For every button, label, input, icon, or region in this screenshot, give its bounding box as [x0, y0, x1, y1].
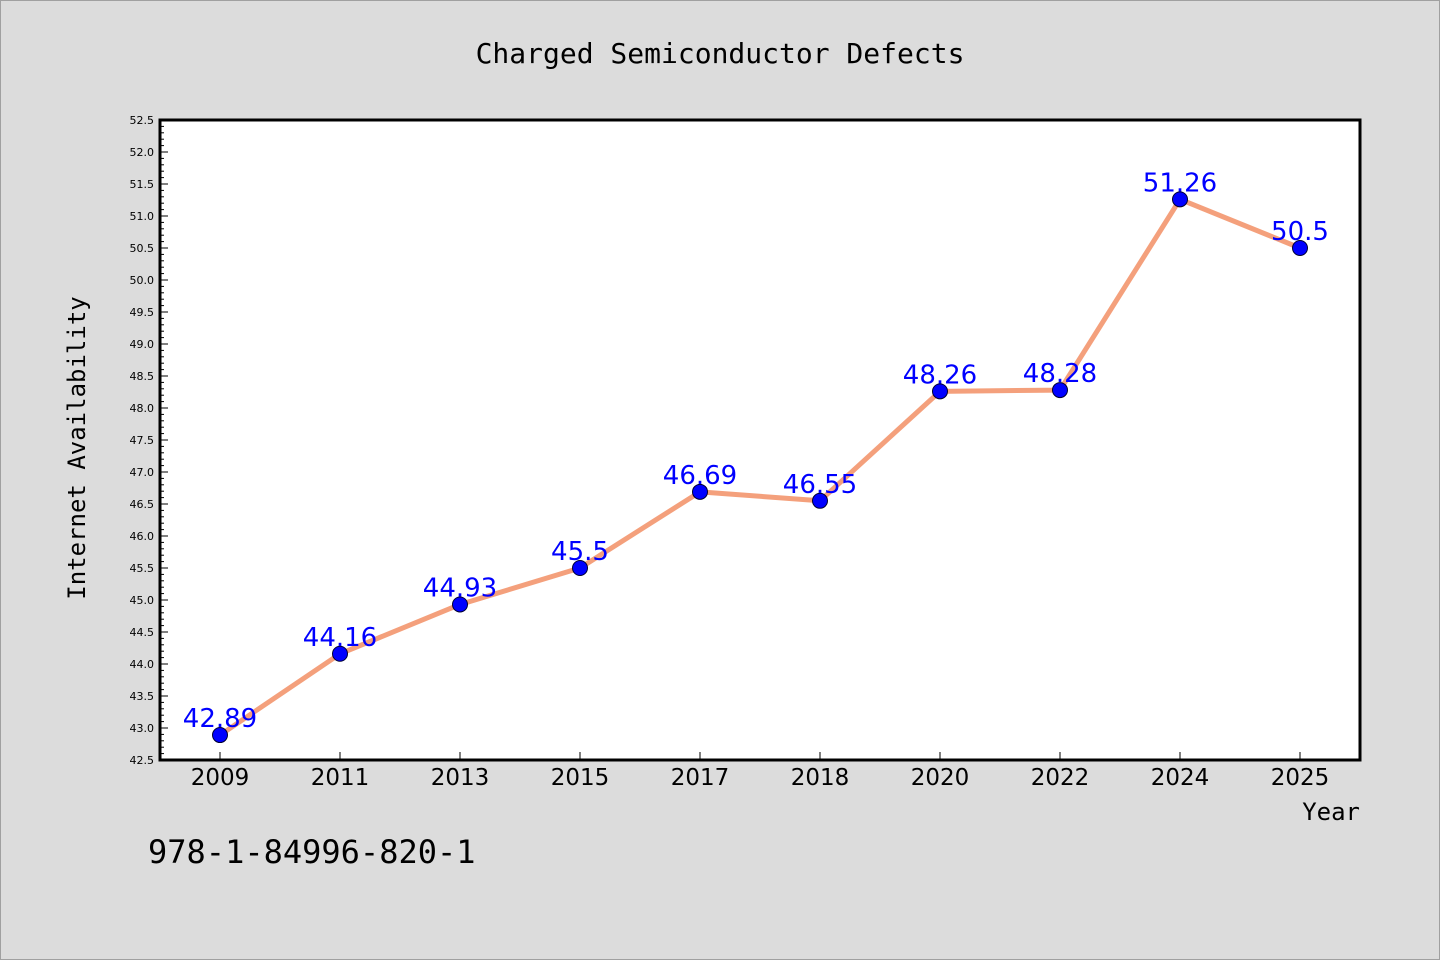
y-tick-label: 49.5 — [130, 306, 155, 319]
data-label: 48.26 — [903, 360, 977, 390]
y-tick-label: 50.5 — [130, 242, 155, 255]
x-tick-label: 2022 — [1031, 765, 1090, 791]
chart-title: Charged Semiconductor Defects — [476, 37, 965, 70]
x-tick-label: 2013 — [431, 765, 490, 791]
y-tick-label: 46.5 — [130, 498, 155, 511]
x-axis-label: Year — [1302, 798, 1360, 826]
y-tick-label: 44.5 — [130, 626, 155, 639]
isbn-note: 978-1-84996-820-1 — [148, 833, 476, 871]
x-tick-label: 2009 — [191, 765, 250, 791]
data-point — [812, 492, 828, 509]
x-tick-label: 2011 — [311, 765, 370, 791]
x-tick-label: 2024 — [1151, 765, 1210, 791]
series-line — [217, 196, 1303, 738]
data-label: 44.16 — [303, 623, 377, 653]
series-line-group — [217, 196, 1303, 738]
x-axis-ticks: 2009 2011 2013 2015 2017 2018 2020 2022 2024 2025 — [191, 752, 1330, 791]
y-tick-label: 45.0 — [130, 594, 155, 607]
x-tick-label: 2015 — [551, 765, 610, 791]
data-label: 45.5 — [551, 537, 609, 567]
data-markers — [212, 191, 1308, 744]
data-label: 46.55 — [783, 470, 857, 500]
data-labels: 42.89 44.16 44.93 45.5 46.69 46.55 48.26 48.28 5… — [183, 168, 1329, 734]
data-point — [452, 596, 468, 613]
y-tick-label: 50.0 — [130, 274, 155, 287]
y-tick-label: 51.0 — [130, 210, 155, 223]
y-tick-label: 44.0 — [130, 658, 155, 671]
y-tick-label: 49.0 — [130, 338, 155, 351]
y-tick-label: 45.5 — [130, 562, 155, 575]
x-tick-label: 2025 — [1271, 765, 1330, 791]
data-label: 44.93 — [423, 573, 497, 603]
plot-area — [160, 120, 1360, 760]
data-label: 51.26 — [1143, 168, 1217, 198]
data-point — [572, 560, 588, 576]
y-axis-ticks: 42.5 43.0 43.5 44.0 44.5 45.0 45.5 46.0 46.5 47.0… — [130, 114, 168, 767]
x-tick-label: 2018 — [791, 765, 850, 791]
y-tick-label: 42.5 — [130, 754, 155, 767]
plot-border — [158, 118, 1362, 762]
x-tick-label: 2020 — [911, 765, 970, 791]
data-point — [1052, 382, 1068, 399]
y-tick-label: 46.0 — [130, 530, 155, 543]
data-label: 50.5 — [1271, 217, 1329, 247]
y-tick-label: 47.5 — [130, 434, 155, 447]
y-tick-label: 43.5 — [130, 690, 155, 703]
data-label: 48.28 — [1023, 359, 1097, 389]
y-tick-label: 47.0 — [130, 466, 155, 479]
data-point — [212, 727, 228, 744]
data-point — [692, 483, 708, 500]
y-tick-label: 48.5 — [130, 370, 155, 383]
y-tick-label: 48.0 — [130, 402, 155, 415]
y-tick-label: 52.5 — [130, 114, 155, 127]
data-point — [332, 645, 348, 662]
data-point — [1172, 191, 1188, 208]
data-point — [932, 383, 948, 400]
data-point — [1292, 240, 1308, 256]
data-label: 46.69 — [663, 461, 737, 491]
y-tick-label: 43.0 — [130, 722, 155, 735]
data-label: 42.89 — [183, 704, 257, 734]
y-axis-label: Internet Availability — [63, 296, 91, 599]
y-tick-label: 52.0 — [130, 146, 155, 159]
y-tick-label: 51.5 — [130, 178, 155, 191]
x-tick-label: 2017 — [671, 765, 730, 791]
